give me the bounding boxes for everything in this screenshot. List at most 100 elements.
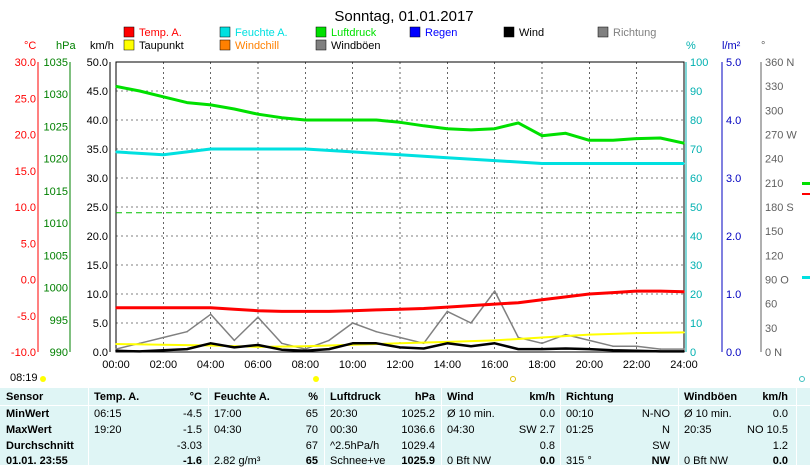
x-axis-ticks: 00:00 02:00 04:00 06:00 08:00 10:00 12:00 14:00…: [102, 359, 698, 371]
x-tick-label: 18:00: [528, 359, 556, 371]
stats-row-cell: 0 Bft NW: [684, 455, 729, 467]
axis-tick-label: 30.0: [87, 173, 108, 185]
x-tick-label: 22:00: [623, 359, 651, 371]
stats-row-cell: 0.0: [539, 408, 555, 420]
data-point: [233, 308, 236, 311]
data-point: [399, 346, 401, 349]
legend-label: Temp. A.: [139, 27, 182, 39]
axis-tick-label: 5.0: [93, 318, 108, 330]
x-tick-label: 10:00: [339, 359, 367, 371]
stats-divider: [0, 405, 810, 406]
axis-tick-label: 60: [690, 173, 702, 185]
axis-tick-label: 180 S: [765, 202, 794, 214]
col-divider: [324, 388, 325, 465]
stats-header: [0, 388, 810, 405]
data-point: [138, 90, 141, 92]
axis-unit-label: hPa: [56, 40, 76, 52]
data-point: [186, 330, 188, 333]
axis-tick-label: 45.0: [87, 86, 108, 98]
data-point: [541, 342, 543, 345]
axis-tick-label: 1020: [44, 154, 68, 166]
axis-tick-label: 25.0: [15, 93, 36, 105]
data-point: [257, 344, 259, 346]
data-point: [351, 151, 354, 153]
axis-tick-label: 90: [690, 86, 702, 98]
data-point: [304, 310, 307, 313]
data-point: [162, 306, 165, 309]
data-point: [233, 346, 236, 349]
axis-tick-label: 35.0: [87, 144, 108, 156]
axis-tick-label: 5.0: [21, 238, 36, 250]
stats-row-cell: NO 10.5: [747, 424, 788, 436]
axis-tick-label: 1.0: [726, 289, 741, 301]
x-tick-label: 04:00: [197, 359, 225, 371]
axis-tick-label: 1015: [44, 186, 68, 198]
axis-tick-label: 80: [690, 115, 702, 127]
data-point: [304, 350, 307, 352]
plot-area: [115, 84, 685, 353]
x-tick-label: 08:00: [292, 359, 320, 371]
stats-header-cell: Richtung: [566, 391, 614, 403]
data-point: [399, 336, 401, 339]
axis-unit-label: l/m²: [722, 40, 741, 52]
axis-tick-label: 330: [765, 81, 783, 93]
data-point: [257, 148, 259, 150]
stats-row-cell: 04:30: [447, 424, 475, 436]
data-point: [659, 290, 662, 292]
data-point: [659, 137, 662, 139]
stats-row-cell: 315 °: [566, 455, 592, 467]
data-point: [304, 345, 307, 348]
data-point: [375, 119, 378, 121]
axis-tick-label: 40: [690, 231, 702, 243]
legend-label: Taupunkt: [139, 40, 184, 52]
legend-label: Regen: [425, 27, 457, 39]
axis-tick-label: 1035: [44, 57, 68, 69]
stats-row-cell: 0 Bft NW: [447, 455, 492, 467]
data-point: [612, 345, 614, 348]
stats-row-cell: -1.6: [183, 455, 202, 467]
data-point: [683, 331, 685, 334]
axis-tick-label: 210: [765, 178, 783, 190]
data-point: [375, 342, 378, 345]
current-time-label: 08:19: [10, 372, 38, 384]
data-point: [115, 343, 117, 345]
stats-row-cell: 20:30: [330, 408, 358, 420]
data-point: [328, 119, 330, 121]
stats-row-cell: 04:30: [214, 424, 242, 436]
legend-swatch: [409, 26, 421, 38]
x-tick-label: 24:00: [670, 359, 698, 371]
data-point: [399, 121, 401, 124]
col-divider: [796, 388, 797, 465]
axis-tick-label: 20.0: [87, 231, 108, 243]
stats-header-cell: Wind: [447, 391, 474, 403]
axis-tick-label: 60: [765, 299, 777, 311]
data-point: [233, 339, 236, 342]
axis-tick-label: 0: [690, 347, 696, 359]
data-point: [280, 348, 283, 351]
data-point: [659, 348, 662, 350]
stats-header-cell: km/h: [529, 391, 555, 403]
data-point: [186, 348, 188, 350]
data-point: [257, 316, 259, 319]
data-point: [588, 139, 591, 142]
axis-tick-label: 20.0: [15, 130, 36, 142]
data-point: [422, 347, 425, 350]
axis-tick-label: 5.0: [726, 57, 741, 69]
data-point: [470, 345, 472, 348]
data-point: [328, 310, 330, 313]
data-point: [280, 310, 283, 313]
legend-label: Wind: [519, 27, 544, 39]
data-point: [233, 108, 236, 110]
stats-row-cell: 65: [305, 408, 318, 420]
stats-row-cell: -1.5: [183, 424, 202, 436]
data-point: [399, 154, 401, 156]
data-point: [588, 293, 591, 295]
chart-axes: °C 30.0 25.0 20.0 15.0 10.0 5.0 0.0 -5.0 -10.0 hPa…: [11, 40, 810, 359]
col-divider: [441, 388, 442, 465]
legend-swatch: [123, 26, 135, 38]
data-point: [422, 307, 425, 310]
data-point: [209, 313, 212, 316]
x-tick-label: 14:00: [434, 359, 462, 371]
legend-label: Windböen: [331, 40, 381, 52]
data-point: [493, 159, 496, 162]
